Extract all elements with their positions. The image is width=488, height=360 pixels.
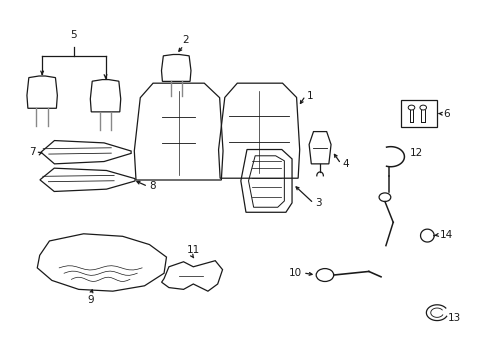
Text: 13: 13 <box>447 313 460 323</box>
Text: 2: 2 <box>183 35 189 45</box>
Text: 10: 10 <box>288 267 301 278</box>
Text: 4: 4 <box>341 159 348 169</box>
Text: 3: 3 <box>315 198 321 208</box>
Text: 9: 9 <box>87 295 94 305</box>
Text: 1: 1 <box>306 91 313 101</box>
Text: 14: 14 <box>439 230 452 239</box>
Text: 12: 12 <box>409 148 423 158</box>
Text: 6: 6 <box>442 109 448 119</box>
Text: 8: 8 <box>149 181 156 192</box>
Text: 11: 11 <box>186 245 200 255</box>
Text: 7: 7 <box>29 147 36 157</box>
Text: 5: 5 <box>70 30 77 40</box>
Bar <box>400 100 436 127</box>
